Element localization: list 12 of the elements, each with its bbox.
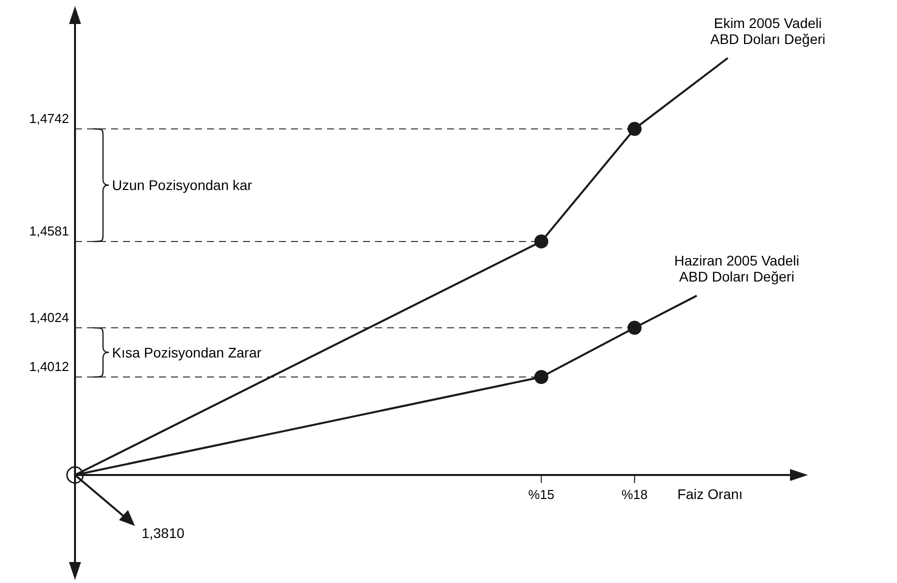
x-tick-label: %18 <box>622 487 648 502</box>
series-label: Haziran 2005 Vadeli ABD Doları Değeri <box>674 252 800 285</box>
x-tick-label: %15 <box>528 487 554 502</box>
annotation: 1,4742 <box>29 110 69 126</box>
x-axis-title: Faiz Oranı <box>677 486 743 502</box>
series-label: Ekim 2005 Vadeli ABD Doları Değeri <box>710 15 826 47</box>
annotation: 1,4581 <box>29 223 69 238</box>
annotation: Uzun Pozisyondan kar <box>112 177 252 194</box>
annotation: 1,3810 <box>142 525 185 541</box>
annotation: 1,4012 <box>29 359 69 374</box>
annotation: Kısa Pozisyondan Zarar <box>112 344 262 360</box>
annotation: 1,4024 <box>29 310 69 325</box>
